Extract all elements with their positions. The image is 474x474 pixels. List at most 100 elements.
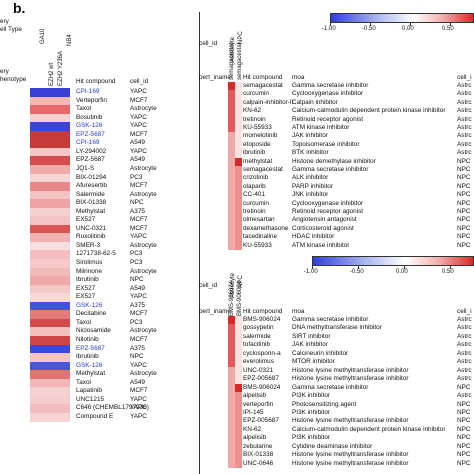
left-hit-compound: EX527	[76, 216, 96, 224]
table-hit: KU-55933	[243, 124, 272, 131]
left-cell-id: MCF7	[130, 96, 148, 104]
left-hit-compound: CPI-169	[76, 88, 100, 95]
heatmap-cell	[228, 451, 235, 460]
heatmap-cell	[228, 132, 235, 141]
rotated-col-nb4: NB4	[67, 34, 73, 46]
heatmap-cell	[235, 216, 242, 225]
col-header-cell-id: cell_id	[130, 78, 149, 85]
heatmap-cell	[228, 366, 235, 376]
left-cell-id: MCF7	[130, 387, 148, 395]
table-cell: NPC	[457, 459, 471, 467]
heatmap-cell	[30, 361, 70, 371]
table-cell: Astrc	[457, 82, 472, 89]
table-hit: verteporfin	[243, 400, 274, 408]
left-cell-id: NPC	[130, 353, 144, 361]
heatmap-cell	[228, 199, 235, 209]
top-col-hit: Hit compound	[243, 74, 283, 81]
table-cell: Astrc	[457, 332, 472, 340]
heatmap-cell	[30, 301, 70, 311]
left-cell-id: YAPC	[130, 122, 147, 130]
heatmap-cell	[235, 349, 242, 359]
table-hit: KN-62	[243, 107, 262, 115]
col-header-hit-compound: Hit compound	[76, 78, 116, 85]
table-moa: Histone demethylase inhibitor	[292, 157, 376, 165]
table-moa: ALK inhibitor	[292, 174, 329, 182]
heatmap-cell	[30, 370, 70, 379]
table-cell: Astrc	[457, 90, 472, 98]
table-hit: BMS-906024	[243, 383, 281, 391]
left-hit-compound: Taxol	[76, 318, 91, 326]
heatmap-cell	[30, 233, 70, 243]
heatmap-cell	[228, 434, 235, 443]
heatmap-cell	[235, 157, 242, 167]
heatmap-cell	[228, 157, 235, 167]
table-moa: SIRT inhibitor	[292, 332, 331, 340]
heatmap-cell	[30, 259, 70, 268]
top-col-cell: cell_i	[457, 74, 472, 81]
left-cell-id: PC3	[130, 259, 143, 266]
heatmap-cell	[235, 451, 242, 460]
colorbar-tick-mark	[410, 23, 411, 26]
left-cell-id: PC3	[130, 173, 143, 181]
heatmap-cell	[30, 122, 70, 131]
rotated-col-ga10: GA10	[40, 28, 46, 44]
top-col-moa: moa	[292, 74, 305, 81]
left-hit-compound: Decitabine	[76, 310, 107, 318]
table-moa: PARP inhibitor	[292, 182, 333, 190]
left-hit-compound: 1271738-62-5	[76, 250, 116, 258]
table-moa: Corticosteroid agonist	[292, 224, 354, 232]
table-cell: Astrc	[457, 316, 472, 323]
heatmap-cell	[235, 115, 242, 125]
left-cell-id: Astrocyte	[130, 327, 157, 335]
heatmap-cell	[30, 113, 70, 123]
heatmap-cell	[228, 349, 235, 359]
table-moa: Calcium-calmodulin dependent protein kin…	[292, 107, 446, 115]
heatmap-cell	[235, 132, 242, 141]
table-moa: Angiotensin antagonist	[292, 216, 357, 224]
top-cell-id-label: cell_id	[199, 40, 218, 47]
heatmap-cell	[30, 250, 70, 260]
heatmap-cell	[235, 107, 242, 116]
panel-b-label: b.	[13, 0, 26, 16]
table-moa: Retinoid receptor agonist	[292, 208, 364, 215]
left-hit-compound: EX527	[76, 284, 96, 292]
bottom-cell-id-label: cell_id	[199, 282, 218, 289]
colorbar-tick-label: -1.00	[304, 269, 318, 275]
table-cell: NPC	[457, 408, 471, 416]
heatmap-cell	[228, 208, 235, 217]
table-hit: IPI-145	[243, 408, 264, 416]
table-moa: ATM kinase inhibitor	[292, 124, 350, 131]
table-cell: NPC	[457, 400, 471, 408]
rotated-col-ezh2-wt: EZH2 wt	[49, 62, 55, 86]
table-cell: NPC	[457, 224, 471, 232]
table-moa: PI3K inhibitor	[292, 408, 331, 416]
heatmap-cell	[228, 425, 235, 435]
heatmap-cell	[30, 267, 70, 277]
left-hit-compound: EPZ-5687	[76, 156, 105, 164]
heatmap-cell	[235, 191, 242, 200]
table-hit: tofacitinib	[243, 341, 270, 349]
left-hit-compound: Methylstat	[76, 370, 106, 378]
heatmap-cell	[235, 90, 242, 99]
colorbar-tick-label: 0.50	[442, 26, 454, 32]
left-hit-compound: CPI-169	[76, 139, 100, 147]
table-hit: etoposide	[243, 140, 271, 148]
left-cell-id: A375	[130, 301, 145, 309]
left-cell-id: YAPC	[130, 233, 147, 241]
heatmap-cell	[228, 383, 235, 393]
heatmap-cell	[228, 98, 235, 108]
table-moa: HDAC inhibitor	[292, 233, 335, 241]
left-cell-id: YAPC	[130, 113, 147, 121]
heatmap-cell	[30, 105, 70, 114]
table-moa: Histone lysine methyltransferase inhibit…	[292, 417, 409, 425]
heatmap-cell	[30, 395, 70, 405]
table-hit: cyclosporin-a	[243, 349, 281, 357]
left-hit-compound: Ibrutinib	[76, 276, 99, 284]
table-cell: Astrc	[457, 349, 472, 357]
table-cell: Astrc	[457, 324, 472, 332]
colorbar-top-gradient	[330, 13, 474, 23]
heatmap-cell	[228, 140, 235, 150]
table-hit: momelotinib	[243, 132, 278, 140]
table-cell: NPC	[457, 216, 471, 224]
table-cell: Astrc	[457, 115, 472, 123]
